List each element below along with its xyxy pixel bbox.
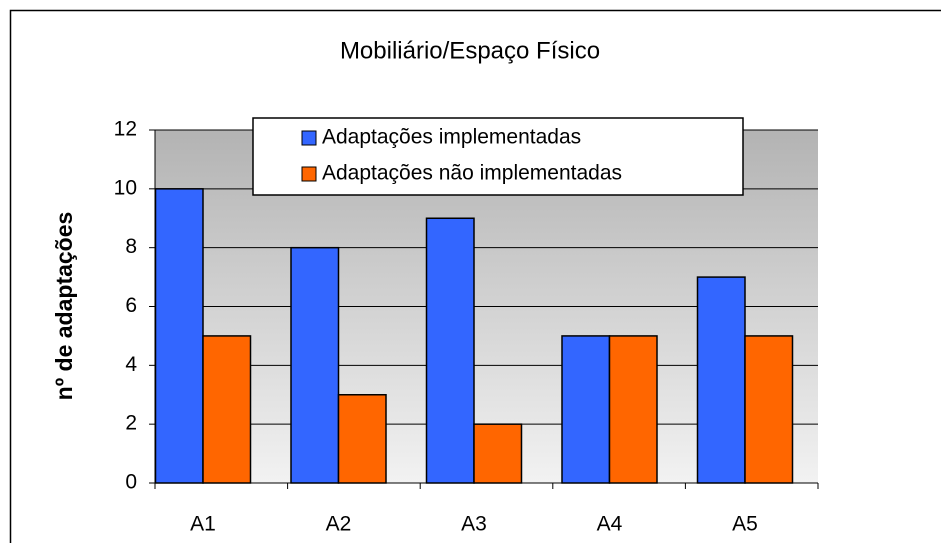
- x-tick-label: A3: [461, 513, 487, 536]
- y-tick-label: 2: [125, 412, 137, 435]
- y-tick-label: 0: [125, 471, 137, 494]
- y-tick-label: 4: [125, 353, 137, 376]
- x-tick-label: A4: [597, 513, 623, 536]
- y-tick-label: 8: [125, 235, 137, 258]
- x-tick-label: A1: [190, 513, 216, 536]
- y-axis-label: nº de adaptações: [51, 212, 77, 401]
- legend-swatch: [301, 166, 317, 182]
- bar: [337, 394, 387, 484]
- x-tick-label: A5: [732, 513, 758, 536]
- x-tick-label: A2: [326, 513, 352, 536]
- bar: [202, 335, 252, 484]
- legend-label: Adaptações não implementadas: [322, 162, 622, 185]
- bar: [154, 188, 204, 484]
- bar: [425, 217, 475, 484]
- legend-box: [252, 117, 744, 196]
- y-tick-label: 12: [114, 118, 137, 141]
- bar: [561, 335, 611, 484]
- y-tick-label: 6: [125, 294, 137, 317]
- bar: [744, 335, 794, 484]
- chart-title: Mobiliário/Espaço Físico: [340, 37, 600, 64]
- legend-label: Adaptações implementadas: [322, 126, 581, 149]
- legend-swatch: [301, 130, 317, 146]
- bar: [608, 335, 658, 484]
- bar: [473, 423, 523, 484]
- bar: [696, 276, 746, 484]
- bar: [290, 246, 340, 484]
- y-tick-label: 10: [114, 176, 137, 199]
